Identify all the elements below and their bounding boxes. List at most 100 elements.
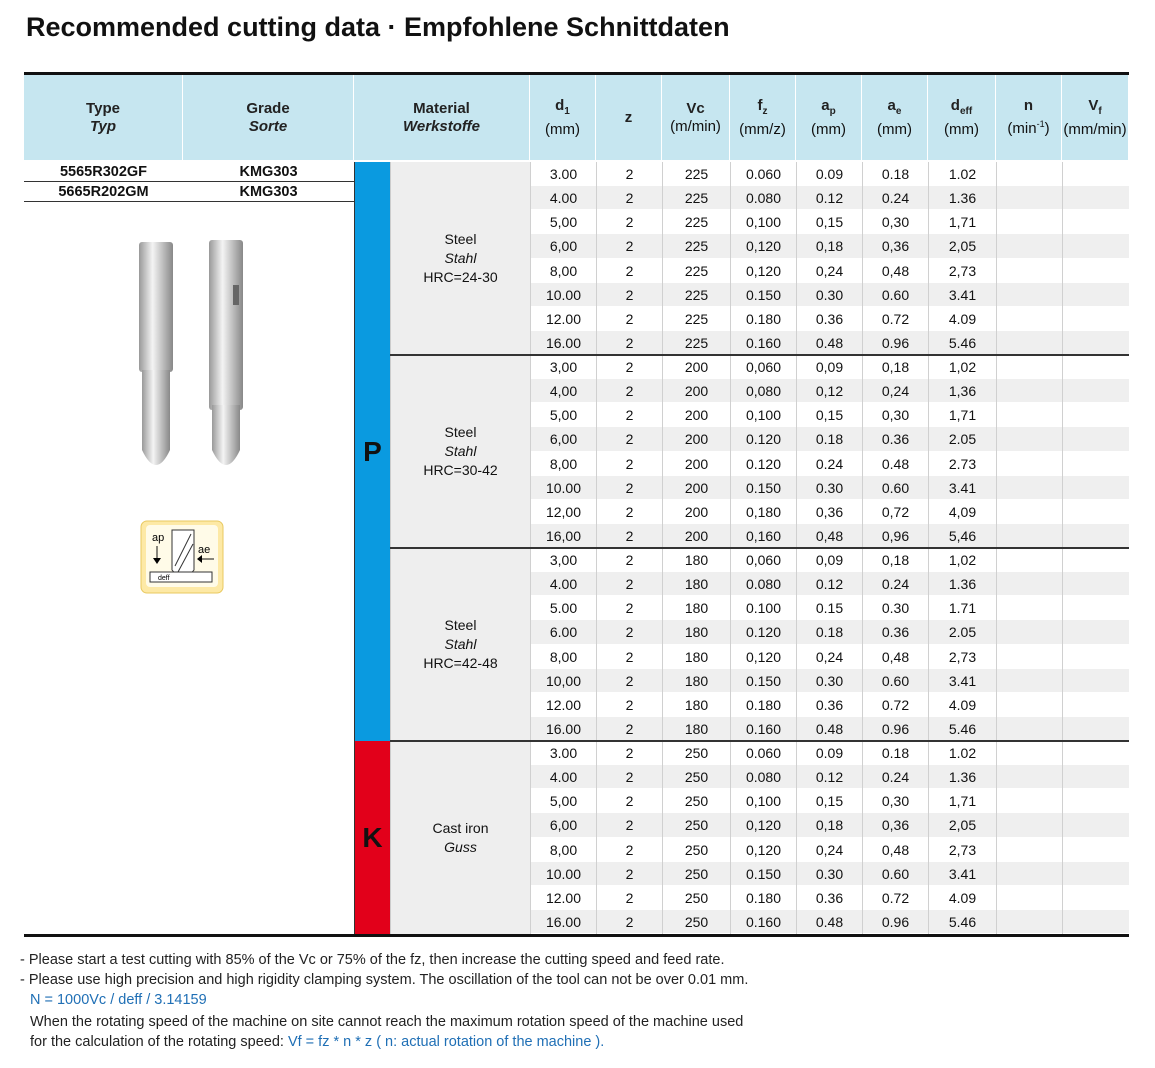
row-bg bbox=[530, 523, 1129, 548]
cell: 0,09 bbox=[796, 355, 862, 380]
cell: 2 bbox=[596, 186, 662, 211]
cell: 180 bbox=[662, 644, 730, 669]
symbol-sub: 1 bbox=[564, 105, 570, 117]
row-bg bbox=[530, 716, 1129, 741]
cell: 0.48 bbox=[796, 909, 862, 934]
row-bg bbox=[530, 210, 1129, 235]
cell: 0,18 bbox=[796, 234, 862, 259]
material-name-de: Stahl bbox=[444, 443, 477, 459]
row-bg bbox=[530, 355, 1129, 380]
cell: 0,120 bbox=[730, 258, 796, 283]
cell: 0.120 bbox=[730, 620, 796, 645]
cell: 0.080 bbox=[730, 186, 796, 211]
cell: 180 bbox=[662, 668, 730, 693]
cell: 1.02 bbox=[928, 741, 996, 766]
cell: 0.24 bbox=[862, 765, 928, 790]
cell: 0,30 bbox=[862, 789, 928, 814]
cell: 4,09 bbox=[928, 499, 996, 524]
cell: 10.00 bbox=[530, 282, 596, 307]
unit: ) bbox=[1044, 120, 1050, 137]
cell: 0.30 bbox=[862, 596, 928, 621]
symbol: a bbox=[821, 96, 830, 114]
cell: 2 bbox=[596, 620, 662, 645]
cell: 0,96 bbox=[862, 523, 928, 548]
cell: 2 bbox=[596, 330, 662, 355]
cell: 0.48 bbox=[862, 451, 928, 476]
cell bbox=[1062, 692, 1129, 717]
cell: 2 bbox=[596, 379, 662, 404]
cell: 200 bbox=[662, 403, 730, 428]
cell: 0,18 bbox=[796, 813, 862, 838]
cell: 0.18 bbox=[796, 427, 862, 452]
cell: 0.30 bbox=[796, 475, 862, 500]
cell: 0.18 bbox=[796, 620, 862, 645]
cell: 1,02 bbox=[928, 548, 996, 573]
cell: 5.00 bbox=[530, 596, 596, 621]
cell bbox=[996, 885, 1062, 910]
formula: N = 1000Vc / deff / 3.14159 bbox=[30, 992, 207, 1008]
column-header: fz (mm/z) bbox=[730, 75, 796, 160]
cell: 0.24 bbox=[862, 186, 928, 211]
cell: 0,18 bbox=[862, 548, 928, 573]
cell: 5.46 bbox=[928, 330, 996, 355]
cell: 0.30 bbox=[796, 668, 862, 693]
cell: 0,72 bbox=[862, 499, 928, 524]
cell: 0.12 bbox=[796, 186, 862, 211]
cell: 2,05 bbox=[928, 234, 996, 259]
cell: 0,120 bbox=[730, 234, 796, 259]
material-hardness: HRC=42-48 bbox=[423, 655, 498, 671]
cell: 12.00 bbox=[530, 306, 596, 331]
cell bbox=[996, 258, 1062, 283]
cell bbox=[996, 330, 1062, 355]
cell bbox=[996, 596, 1062, 621]
cell: 4,00 bbox=[530, 379, 596, 404]
symbol: V bbox=[1088, 96, 1099, 114]
column-header: ae (mm) bbox=[862, 75, 928, 160]
cell: 3.41 bbox=[928, 668, 996, 693]
type-cell: 5565R302GF bbox=[24, 162, 183, 182]
cell: 0.150 bbox=[730, 668, 796, 693]
cell: 0.36 bbox=[862, 427, 928, 452]
iso-strip: P bbox=[354, 162, 390, 741]
cell: 0.72 bbox=[862, 306, 928, 331]
cell: 6,00 bbox=[530, 234, 596, 259]
cell: 0,24 bbox=[796, 258, 862, 283]
column-symbol: n bbox=[1024, 97, 1033, 115]
cell: 0.30 bbox=[796, 282, 862, 307]
material-name: Cast iron bbox=[432, 819, 489, 836]
column-header: z bbox=[596, 75, 662, 160]
unit: (m/min) bbox=[670, 117, 721, 135]
row-bg bbox=[530, 572, 1129, 597]
row-bg bbox=[530, 186, 1129, 211]
cell: 0.180 bbox=[730, 692, 796, 717]
cell: 0.100 bbox=[730, 596, 796, 621]
cell bbox=[1062, 789, 1129, 814]
cell: 225 bbox=[662, 258, 730, 283]
cell: 225 bbox=[662, 306, 730, 331]
cell: 0.36 bbox=[796, 885, 862, 910]
cell bbox=[996, 210, 1062, 235]
unit: (mm/z) bbox=[739, 120, 786, 138]
cell bbox=[996, 692, 1062, 717]
cell: 0.060 bbox=[730, 162, 796, 187]
cell: 0.36 bbox=[862, 620, 928, 645]
cell: 0,48 bbox=[862, 837, 928, 862]
cell: 180 bbox=[662, 548, 730, 573]
cell bbox=[1062, 596, 1129, 621]
column-symbol: Vf bbox=[1088, 97, 1101, 121]
unit: (mm) bbox=[877, 120, 912, 138]
cell: 200 bbox=[662, 499, 730, 524]
cell bbox=[1062, 885, 1129, 910]
cell bbox=[1062, 379, 1129, 404]
row-bg bbox=[530, 306, 1129, 331]
cell bbox=[996, 162, 1062, 187]
row-bg bbox=[530, 234, 1129, 259]
cell bbox=[996, 379, 1062, 404]
cell: 0.180 bbox=[730, 306, 796, 331]
row-bg bbox=[530, 741, 1129, 766]
cell: 16.00 bbox=[530, 909, 596, 934]
cell bbox=[996, 861, 1062, 886]
column-symbol: fz bbox=[758, 97, 768, 121]
cell: 16.00 bbox=[530, 716, 596, 741]
cell bbox=[996, 548, 1062, 573]
